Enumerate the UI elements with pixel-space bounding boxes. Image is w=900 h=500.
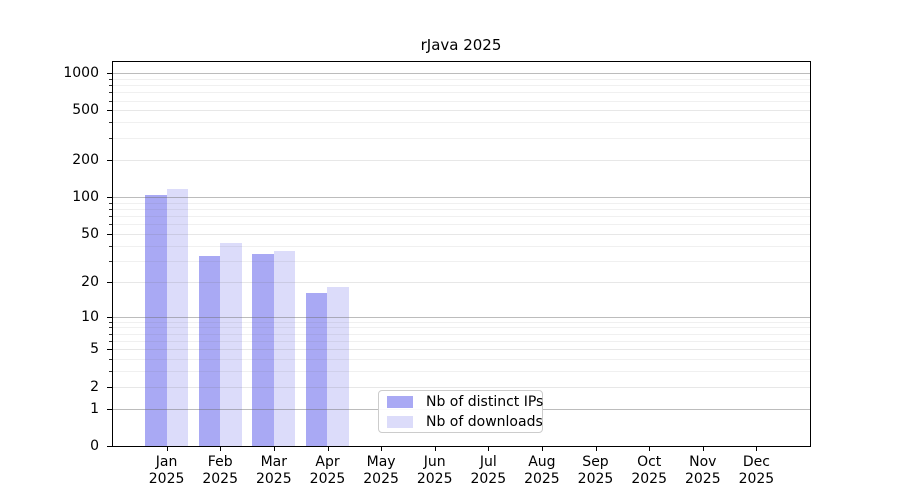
y-tick-1000: [107, 73, 112, 74]
y-tick-label-2: 2: [90, 378, 99, 395]
x-tick-label-apr: Apr 2025: [309, 454, 346, 487]
gridline-minor-40: [113, 245, 810, 247]
gridline-minor-300: [113, 137, 810, 139]
bar-mar-ips: [252, 254, 274, 446]
x-tick-jun: [434, 447, 436, 451]
gridline-50: [113, 233, 810, 235]
x-tick-may: [381, 447, 383, 451]
gridline-minor-80: [113, 208, 810, 210]
y-tick-50: [107, 233, 112, 235]
y-tick-label-0: 0: [90, 438, 99, 454]
y-tick-label-200: 200: [72, 151, 99, 168]
y-tick-minor-30: [109, 260, 112, 262]
y-tick-minor-3: [109, 371, 112, 373]
x-tick-label-aug: Aug 2025: [524, 454, 560, 487]
y-tick-minor-400: [109, 122, 112, 124]
x-tick-label-jul: Jul 2025: [470, 454, 507, 487]
x-tick-label-may: May 2025: [363, 454, 399, 487]
x-tick-aug: [541, 447, 543, 451]
y-tick-10: [107, 316, 112, 318]
y-tick-label-500: 500: [72, 102, 99, 119]
y-tick-500: [107, 110, 112, 112]
bar-jan-ips: [145, 195, 167, 446]
bar-feb-ips: [198, 255, 221, 446]
gridline-500: [113, 110, 810, 112]
x-tick-nov: [702, 447, 704, 451]
gridline-100: [113, 196, 810, 198]
x-tick-label-jan: Jan 2025: [148, 454, 185, 487]
x-tick-dec: [756, 447, 758, 451]
x-tick-label-oct: Oct 2025: [631, 454, 668, 487]
y-tick-minor-8: [109, 327, 112, 329]
y-tick-label-1000: 1000: [63, 65, 99, 81]
legend-item-distinct-ips: Nb of distinct IPs: [387, 394, 543, 410]
y-tick-5: [107, 349, 112, 351]
y-tick-minor-300: [109, 137, 112, 139]
y-tick-minor-7: [109, 333, 112, 335]
legend-swatch-distinct-ips: [387, 395, 413, 408]
y-tick-0: [107, 446, 112, 447]
y-tick-minor-70: [109, 215, 112, 217]
gridline-minor-800: [113, 85, 810, 87]
y-tick-minor-60: [109, 224, 112, 226]
gridline-minor-900: [113, 78, 810, 80]
bar-feb-downloads: [220, 242, 242, 446]
y-tick-minor-600: [109, 100, 112, 102]
bar-apr-downloads: [327, 287, 349, 446]
y-tick-1: [107, 408, 112, 410]
x-tick-label-sep: Sep 2025: [577, 454, 614, 487]
x-tick-mar: [273, 447, 275, 451]
y-tick-minor-6: [109, 341, 112, 342]
y-tick-label-1: 1: [90, 400, 99, 417]
bar-mar-downloads: [273, 251, 296, 446]
y-tick-label-10: 10: [81, 308, 99, 325]
gridline-minor-700: [113, 92, 810, 94]
y-tick-minor-40: [109, 245, 112, 247]
chart-title: rJava 2025: [420, 36, 502, 54]
y-tick-label-50: 50: [81, 225, 99, 242]
y-tick-label-20: 20: [81, 273, 99, 290]
x-tick-jul: [488, 447, 490, 451]
y-tick-label-5: 5: [90, 341, 99, 358]
gridline-minor-600: [113, 100, 810, 102]
y-tick-label-100: 100: [72, 188, 99, 205]
x-tick-label-mar: Mar 2025: [255, 454, 292, 487]
bar-jan-downloads: [166, 189, 188, 446]
y-tick-minor-800: [109, 85, 112, 87]
x-tick-oct: [649, 447, 651, 451]
y-tick-200: [107, 159, 112, 161]
y-tick-100: [107, 196, 112, 198]
gridline-minor-90: [113, 202, 810, 204]
x-tick-jan: [166, 447, 168, 451]
legend: Nb of distinct IPs Nb of downloads: [378, 390, 543, 433]
y-tick-2: [107, 386, 112, 388]
y-tick-minor-9: [109, 321, 112, 323]
y-tick-20: [107, 281, 112, 283]
x-tick-label-dec: Dec 2025: [738, 454, 775, 487]
gridline-minor-70: [113, 215, 810, 217]
gridline-1000: [113, 73, 810, 74]
gridline-minor-60: [113, 224, 810, 226]
x-tick-sep: [595, 447, 597, 451]
y-tick-minor-4: [109, 359, 112, 361]
x-tick-label-feb: Feb 2025: [202, 454, 239, 487]
x-tick-feb: [220, 447, 222, 451]
legend-label-distinct-ips: Nb of distinct IPs: [426, 393, 544, 410]
gridline-minor-400: [113, 122, 810, 124]
legend-item-downloads: Nb of downloads: [387, 414, 543, 430]
y-tick-minor-80: [109, 208, 112, 210]
legend-label-downloads: Nb of downloads: [426, 413, 543, 430]
y-tick-minor-900: [109, 78, 112, 80]
y-tick-minor-700: [109, 92, 112, 94]
x-tick-apr: [327, 447, 329, 451]
y-tick-minor-90: [109, 202, 112, 204]
legend-swatch-downloads: [387, 415, 413, 428]
gridline-200: [113, 159, 810, 161]
x-tick-label-nov: Nov 2025: [684, 454, 721, 487]
bar-apr-ips: [306, 293, 328, 446]
x-tick-label-jun: Jun 2025: [416, 454, 453, 487]
